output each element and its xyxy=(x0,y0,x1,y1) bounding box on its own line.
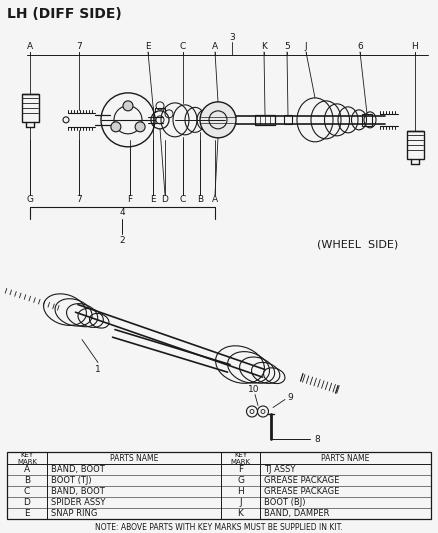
Text: H: H xyxy=(237,487,244,496)
Text: NOTE: ABOVE PARTS WITH KEY MARKS MUST BE SUPPLIED IN KIT.: NOTE: ABOVE PARTS WITH KEY MARKS MUST BE… xyxy=(95,523,343,532)
Text: 1: 1 xyxy=(95,365,101,374)
Text: E: E xyxy=(145,43,151,52)
Text: J: J xyxy=(305,43,307,52)
Text: PARTS NAME: PARTS NAME xyxy=(110,454,158,463)
Text: GREASE PACKAGE: GREASE PACKAGE xyxy=(264,487,339,496)
Text: B: B xyxy=(24,477,30,486)
Text: G: G xyxy=(27,195,33,204)
Text: 7: 7 xyxy=(76,195,82,204)
Text: D: D xyxy=(24,498,30,507)
Text: TJ ASSY: TJ ASSY xyxy=(264,465,295,474)
Text: 8: 8 xyxy=(314,435,320,444)
Text: LH (DIFF SIDE): LH (DIFF SIDE) xyxy=(7,7,122,21)
Text: BOOT (BJ): BOOT (BJ) xyxy=(264,498,305,507)
Bar xyxy=(284,115,292,124)
Circle shape xyxy=(200,102,236,138)
Text: F: F xyxy=(127,195,133,204)
Text: 7: 7 xyxy=(76,43,82,52)
Circle shape xyxy=(123,101,133,111)
Text: 5: 5 xyxy=(284,43,290,52)
Text: K: K xyxy=(261,43,267,52)
Text: PARTS NAME: PARTS NAME xyxy=(321,454,370,463)
Text: J: J xyxy=(239,498,242,507)
Circle shape xyxy=(111,122,121,132)
Text: SPIDER ASSY: SPIDER ASSY xyxy=(51,498,106,507)
Bar xyxy=(255,115,275,125)
Text: A: A xyxy=(212,43,218,52)
Text: (WHEEL  SIDE): (WHEEL SIDE) xyxy=(318,240,399,249)
Text: 3: 3 xyxy=(229,34,235,43)
Text: BOOT (TJ): BOOT (TJ) xyxy=(51,477,92,486)
Text: A: A xyxy=(212,195,218,204)
Text: 9: 9 xyxy=(287,393,293,402)
Circle shape xyxy=(135,122,145,132)
Text: A: A xyxy=(27,43,33,52)
Bar xyxy=(362,114,372,126)
Bar xyxy=(21,94,39,122)
Bar xyxy=(7,453,431,519)
Text: 4: 4 xyxy=(119,208,125,217)
Text: B: B xyxy=(197,195,203,204)
Text: 6: 6 xyxy=(357,43,363,52)
Text: F: F xyxy=(238,465,243,474)
Text: A: A xyxy=(24,465,30,474)
Text: 10: 10 xyxy=(248,385,260,394)
Text: SNAP RING: SNAP RING xyxy=(51,510,97,519)
Text: G: G xyxy=(237,477,244,486)
Text: BAND, BOOT: BAND, BOOT xyxy=(51,487,105,496)
Text: BAND, BOOT: BAND, BOOT xyxy=(51,465,105,474)
Text: KEY
MARK: KEY MARK xyxy=(17,452,37,465)
Text: E: E xyxy=(150,195,156,204)
Text: E: E xyxy=(24,510,30,519)
Text: C: C xyxy=(180,195,186,204)
Text: H: H xyxy=(412,43,418,52)
Bar xyxy=(406,131,424,159)
Text: C: C xyxy=(24,487,30,496)
Text: K: K xyxy=(237,510,244,519)
Text: 2: 2 xyxy=(119,236,125,245)
Text: GREASE PACKAGE: GREASE PACKAGE xyxy=(264,477,339,486)
Text: D: D xyxy=(162,195,169,204)
Text: C: C xyxy=(180,43,186,52)
Text: BAND, DAMPER: BAND, DAMPER xyxy=(264,510,329,519)
Text: KEY
MARK: KEY MARK xyxy=(230,452,251,465)
